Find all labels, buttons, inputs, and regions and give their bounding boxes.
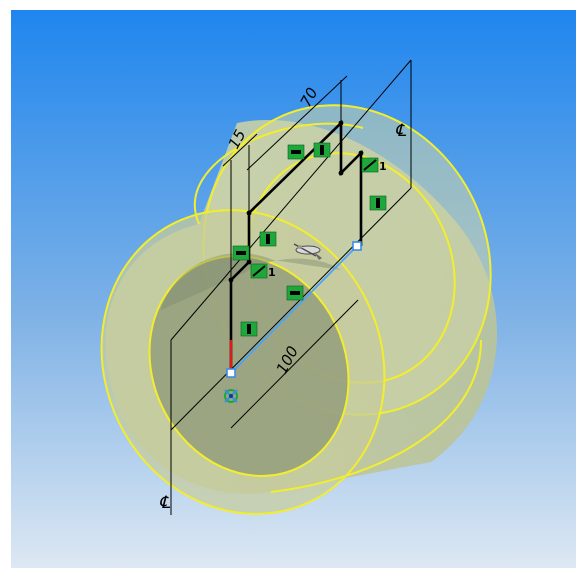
- vertical-relation-badge[interactable]: [240, 321, 258, 337]
- vertical-relation-badge[interactable]: [259, 231, 277, 247]
- bore-inner-surface: [161, 253, 341, 310]
- revolve-cursor-icon: [293, 243, 322, 260]
- cad-canvas[interactable]: 15 70 100 ℄ ℄: [11, 10, 576, 568]
- graphics-viewport[interactable]: 15 70 100 ℄ ℄: [11, 10, 576, 568]
- equal-relation-index: 1: [268, 266, 276, 279]
- tangent-edge-top: [193, 122, 364, 225]
- dimension-line-15[interactable]: [222, 133, 258, 167]
- sketch-point[interactable]: [358, 150, 364, 156]
- dimension-annotations: [222, 60, 412, 280]
- sketch-relations[interactable]: 1 1: [232, 142, 387, 337]
- sketch-profile[interactable]: [226, 119, 364, 378]
- sketch-point[interactable]: [246, 259, 252, 265]
- vertical-relation-badge[interactable]: [369, 195, 387, 211]
- sketch-plane-edge: [170, 59, 412, 341]
- equal-relation-badge[interactable]: 1: [361, 157, 387, 173]
- sketch-profile-closing-line[interactable]: [230, 245, 358, 374]
- centerline-symbol-bottom: ℄: [159, 493, 171, 513]
- origin-icon[interactable]: [224, 389, 238, 403]
- horizontal-relation-badge[interactable]: [232, 245, 250, 261]
- tangent-edge-bottom: [270, 339, 482, 493]
- revolved-body[interactable]: [51, 57, 542, 562]
- horizontal-relation-badge[interactable]: [287, 144, 305, 160]
- horizontal-relation-badge[interactable]: [286, 285, 304, 301]
- sketch-plane-edge: [170, 187, 412, 431]
- endpoint-grip[interactable]: [352, 241, 362, 251]
- vertical-relation-badge[interactable]: [313, 142, 331, 158]
- centerline-symbol-right: ℄: [395, 121, 407, 141]
- dimension-base-line: [230, 299, 359, 429]
- equal-relation-index: 1: [379, 160, 387, 173]
- sketch-profile-outline[interactable]: [229, 119, 363, 373]
- front-bore[interactable]: [113, 222, 385, 509]
- sketch-point[interactable]: [338, 170, 344, 176]
- dimension-line-70[interactable]: [246, 75, 348, 171]
- endpoint-grip[interactable]: [226, 368, 236, 378]
- equal-relation-badge[interactable]: 1: [250, 263, 276, 279]
